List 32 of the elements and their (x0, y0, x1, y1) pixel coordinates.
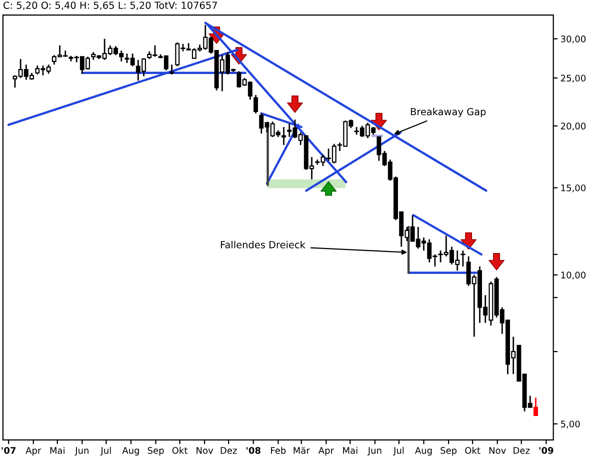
x-tick-label: Mai (343, 446, 358, 454)
x-tick-label: Okt (172, 446, 188, 454)
y-tick-label: 5,00 (560, 420, 580, 428)
y-tick-label: 20,00 (560, 122, 586, 130)
x-tick-label: '09 (539, 447, 554, 454)
x-tick-label: Apr (26, 447, 42, 456)
x-tick-label: Feb (271, 446, 286, 454)
x-tick-label: Dez (514, 447, 530, 454)
x-tick-label: Mär (294, 446, 310, 454)
x-tick-label: Apr (318, 447, 334, 456)
x-tick-label: Aug (415, 447, 432, 456)
annotation: Breakaway Gap (410, 108, 486, 118)
x-tick-label: Aug (122, 447, 139, 456)
x-tick-label: Mai (50, 446, 64, 454)
x-tick-label: Dez (220, 447, 237, 454)
x-tick-label: Jul (100, 446, 111, 456)
x-tick-label: Sep (440, 447, 457, 456)
y-tick-label: 15,00 (561, 184, 586, 192)
x-tick-label: Jun (74, 447, 88, 456)
x-tick-label: Jul (393, 446, 404, 456)
x-tick-label: Okt (465, 446, 480, 454)
y-tick-label: 10,00 (561, 272, 586, 280)
x-tick-label: Nov (489, 447, 506, 454)
x-tick-label: Jun (367, 447, 382, 456)
annotation: Fallendes Dreieck (220, 240, 306, 248)
x-tick-label: '07 (2, 447, 16, 454)
x-tick-label: '08 (246, 447, 260, 454)
x-tick-label: Nov (196, 447, 214, 454)
x-tick-label: Sep (148, 447, 164, 456)
y-tick-label: 25,00 (560, 74, 586, 82)
chart-title: C: 5,20 O: 5,40 H: 5,65 L: 5,20 TotV: 107657 (4, 2, 217, 10)
y-tick-label: 30,00 (560, 36, 586, 44)
